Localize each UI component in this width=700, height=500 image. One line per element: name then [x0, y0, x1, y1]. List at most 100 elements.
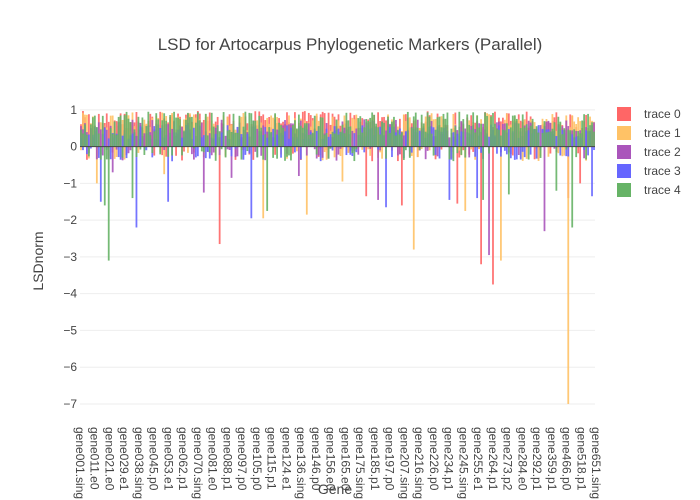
bar	[111, 133, 114, 147]
bar	[402, 135, 405, 147]
bar	[111, 115, 114, 147]
legend-item-trace-0[interactable]: trace 0	[617, 107, 681, 121]
bar	[488, 136, 490, 147]
bar	[577, 131, 580, 147]
bar	[125, 146, 128, 159]
bar	[379, 146, 381, 151]
bar	[513, 146, 516, 160]
bar	[246, 133, 249, 147]
bar	[193, 146, 195, 160]
legend-item-trace-3[interactable]: trace 3	[617, 164, 681, 178]
bar	[426, 146, 429, 151]
bar	[323, 134, 326, 147]
bar	[117, 146, 120, 158]
bar	[414, 112, 417, 147]
bar	[361, 132, 364, 147]
bar	[159, 146, 162, 155]
bar	[567, 129, 570, 147]
bar	[561, 134, 564, 147]
x-tick-label: gene146.p0	[309, 427, 323, 491]
bar	[399, 146, 401, 155]
bar	[452, 132, 455, 147]
bar	[252, 120, 255, 147]
bar	[191, 146, 193, 155]
bar	[515, 118, 518, 147]
y-tick-label: −1	[63, 176, 77, 190]
bar	[280, 125, 282, 147]
bar	[321, 146, 324, 158]
legend-swatch	[617, 126, 631, 140]
bar	[589, 125, 591, 147]
x-tick-label: gene001.sing	[73, 427, 87, 499]
bar	[577, 146, 580, 154]
bar	[397, 146, 399, 156]
legend-item-trace-4[interactable]: trace 4	[617, 183, 681, 197]
legend-item-trace-2[interactable]: trace 2	[617, 145, 681, 159]
x-axis-title: Gene	[318, 481, 352, 497]
bar	[539, 146, 542, 158]
bar	[153, 146, 156, 156]
bar	[103, 146, 106, 206]
bar	[274, 113, 276, 147]
bar	[531, 118, 534, 147]
y-tick-labels: 1 0 −1 −2 −3 −4 −5 −6 −7	[63, 103, 77, 411]
bar	[482, 123, 484, 147]
bar	[500, 146, 502, 157]
bar	[165, 120, 168, 147]
bar	[167, 124, 170, 147]
bar	[450, 128, 453, 147]
bar	[541, 132, 544, 147]
legend-swatch	[617, 164, 631, 178]
bar	[175, 146, 177, 156]
bar	[517, 123, 520, 147]
bar	[496, 128, 498, 147]
bar	[288, 138, 290, 147]
bar	[206, 135, 209, 147]
bar	[418, 130, 421, 147]
bar	[416, 146, 419, 157]
bar	[161, 120, 164, 147]
bar	[264, 134, 267, 147]
bar	[179, 119, 181, 147]
x-tick-label: gene255.e1	[471, 427, 485, 491]
bar	[163, 146, 166, 151]
bar	[297, 146, 300, 177]
bar	[135, 146, 138, 158]
bar	[119, 115, 122, 147]
bar	[286, 125, 288, 147]
bar	[325, 146, 328, 160]
series-4	[80, 111, 595, 261]
bar	[232, 113, 235, 147]
bar	[353, 146, 356, 162]
bar	[175, 117, 177, 147]
bar	[187, 146, 189, 153]
bar	[242, 146, 245, 160]
bar	[105, 146, 108, 160]
legend-label: trace 2	[644, 145, 681, 159]
legend[interactable]: trace 0 trace 1 trace 2 trace 3 trace 4	[617, 107, 681, 197]
bar	[583, 146, 585, 159]
bar	[317, 126, 320, 147]
bar	[226, 146, 229, 150]
bar	[202, 146, 205, 193]
bar	[183, 146, 185, 152]
bar	[272, 146, 275, 158]
bar	[90, 124, 92, 147]
bar	[569, 130, 572, 147]
x-tick-label: gene651.sing	[589, 427, 603, 499]
bar	[496, 146, 498, 154]
bar	[458, 146, 461, 158]
bar	[313, 146, 316, 150]
chart-title: LSD for Artocarpus Phylogenetic Markers …	[158, 35, 543, 54]
bar	[492, 146, 494, 285]
bar	[446, 112, 449, 147]
bar	[462, 119, 465, 147]
bar	[117, 116, 120, 147]
bar	[533, 129, 536, 147]
bar	[260, 127, 263, 147]
bar	[442, 113, 445, 147]
x-tick-label: gene207.sing	[397, 427, 411, 499]
legend-item-trace-1[interactable]: trace 1	[617, 126, 681, 140]
bar	[391, 121, 393, 147]
x-tick-label: gene062.p1	[176, 427, 190, 491]
